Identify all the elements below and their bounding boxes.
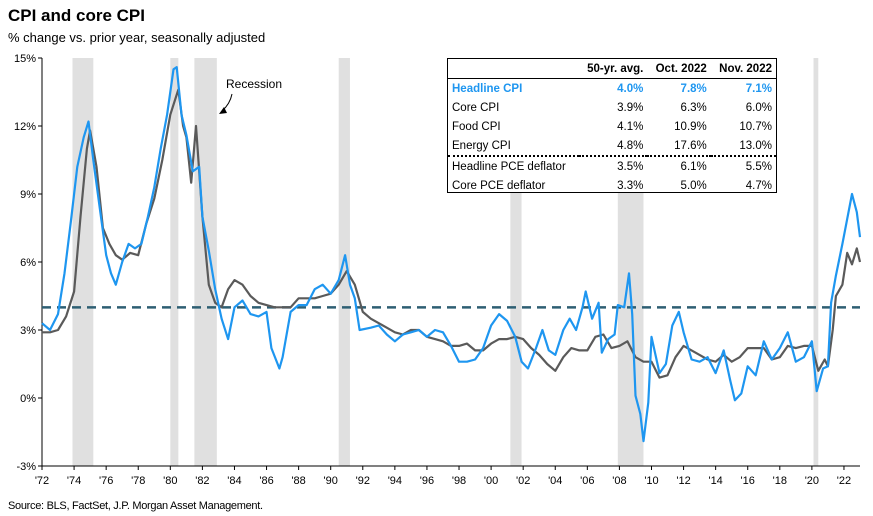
x-tick-label: '14 bbox=[708, 475, 722, 487]
recession-band bbox=[170, 58, 179, 466]
row-avg: 4.8% bbox=[617, 139, 644, 152]
x-tick-label: '94 bbox=[388, 475, 402, 487]
row-nov: 10.7% bbox=[739, 120, 772, 133]
x-tick-label: '00 bbox=[484, 475, 498, 487]
x-tick-label: '18 bbox=[773, 475, 787, 487]
table-row: Core PCE deflator 3.3% 5.0% 4.7% bbox=[448, 176, 776, 195]
table-row: Headline PCE deflator 3.5% 6.1% 5.5% bbox=[448, 155, 776, 176]
table-row: Food CPI 4.1% 10.9% 10.7% bbox=[448, 117, 776, 136]
x-tick-label: '92 bbox=[356, 475, 370, 487]
x-tick-label: '22 bbox=[837, 475, 851, 487]
y-tick-label: 3% bbox=[20, 325, 36, 337]
row-nov: 4.7% bbox=[745, 179, 772, 192]
table-header-oct: Oct. 2022 bbox=[647, 59, 711, 79]
y-tick-label: 0% bbox=[20, 393, 36, 405]
table-header-label bbox=[448, 59, 579, 79]
x-tick-label: '08 bbox=[612, 475, 626, 487]
row-oct: 10.9% bbox=[674, 120, 707, 133]
row-avg: 4.0% bbox=[617, 82, 644, 95]
x-tick-label: '06 bbox=[580, 475, 594, 487]
x-tick-label: '72 bbox=[35, 475, 49, 487]
x-tick-label: '96 bbox=[420, 475, 434, 487]
row-label: Core PCE deflator bbox=[452, 179, 546, 192]
table-header-nov: Nov. 2022 bbox=[710, 59, 776, 79]
table-row: Energy CPI 4.8% 17.6% 13.0% bbox=[448, 136, 776, 156]
row-avg: 3.9% bbox=[617, 101, 644, 114]
y-tick-label: -3% bbox=[16, 461, 36, 473]
row-label: Core CPI bbox=[452, 101, 500, 114]
row-nov: 5.5% bbox=[710, 155, 776, 176]
x-ticks: '72 '74 '76 '78 '80 '82 '84 '86 '88 '90 '92 '94 '96 '… bbox=[35, 466, 851, 487]
x-tick-label: '74 bbox=[67, 475, 81, 487]
recession-arrow bbox=[219, 93, 233, 114]
headline-cpi-line bbox=[41, 65, 862, 443]
x-tick-label: '16 bbox=[741, 475, 755, 487]
row-label: Food CPI bbox=[452, 120, 501, 133]
y-tick-label: 15% bbox=[14, 53, 36, 65]
row-nov: 6.0% bbox=[745, 101, 772, 114]
table-row: Core CPI 3.9% 6.3% 6.0% bbox=[448, 98, 776, 117]
y-tick-label: 9% bbox=[20, 189, 36, 201]
inflation-table: 50-yr. avg. Oct. 2022 Nov. 2022 Headline… bbox=[447, 58, 777, 193]
x-tick-label: '82 bbox=[195, 475, 209, 487]
row-label: Energy CPI bbox=[452, 139, 511, 152]
x-tick-label: '02 bbox=[516, 475, 530, 487]
row-label: Headline PCE deflator bbox=[448, 155, 579, 176]
row-avg: 3.3% bbox=[617, 179, 644, 192]
row-oct: 6.3% bbox=[680, 101, 707, 114]
row-avg: 3.5% bbox=[578, 155, 648, 176]
x-tick-label: '80 bbox=[163, 475, 177, 487]
table-header-row: 50-yr. avg. Oct. 2022 Nov. 2022 bbox=[448, 59, 776, 79]
x-tick-label: '88 bbox=[291, 475, 305, 487]
row-avg: 4.1% bbox=[617, 120, 644, 133]
x-tick-label: '84 bbox=[227, 475, 241, 487]
table-row: Headline CPI 4.0% 7.8% 7.1% bbox=[448, 79, 776, 99]
y-ticks: 15% 12% 9% 6% 3% 0% -3% bbox=[14, 53, 42, 473]
row-oct: 6.1% bbox=[647, 155, 711, 176]
y-tick-label: 6% bbox=[20, 257, 36, 269]
row-nov: 7.1% bbox=[745, 82, 772, 95]
row-oct: 5.0% bbox=[680, 179, 707, 192]
row-oct: 7.8% bbox=[680, 82, 707, 95]
x-tick-label: '78 bbox=[131, 475, 145, 487]
series-lines bbox=[41, 65, 862, 443]
recession-band bbox=[813, 58, 819, 466]
x-tick-label: '98 bbox=[452, 475, 466, 487]
y-tick-label: 12% bbox=[14, 121, 36, 133]
source-note: Source: BLS, FactSet, J.P. Morgan Asset … bbox=[8, 500, 263, 512]
x-tick-label: '20 bbox=[805, 475, 819, 487]
row-oct: 17.6% bbox=[674, 139, 707, 152]
row-nov: 13.0% bbox=[739, 139, 772, 152]
x-tick-label: '12 bbox=[676, 475, 690, 487]
chart-title: CPI and core CPI bbox=[8, 6, 145, 25]
recession-band bbox=[510, 58, 522, 466]
table-header-avg: 50-yr. avg. bbox=[578, 59, 648, 79]
recession-annotation: Recession bbox=[226, 77, 282, 91]
core-cpi-line bbox=[42, 88, 862, 379]
x-tick-label: '76 bbox=[99, 475, 113, 487]
row-label: Headline CPI bbox=[452, 82, 523, 95]
x-tick-label: '86 bbox=[259, 475, 273, 487]
x-tick-label: '90 bbox=[324, 475, 338, 487]
chart-subtitle: % change vs. prior year, seasonally adju… bbox=[8, 30, 266, 45]
x-tick-label: '10 bbox=[644, 475, 658, 487]
x-tick-label: '04 bbox=[548, 475, 562, 487]
